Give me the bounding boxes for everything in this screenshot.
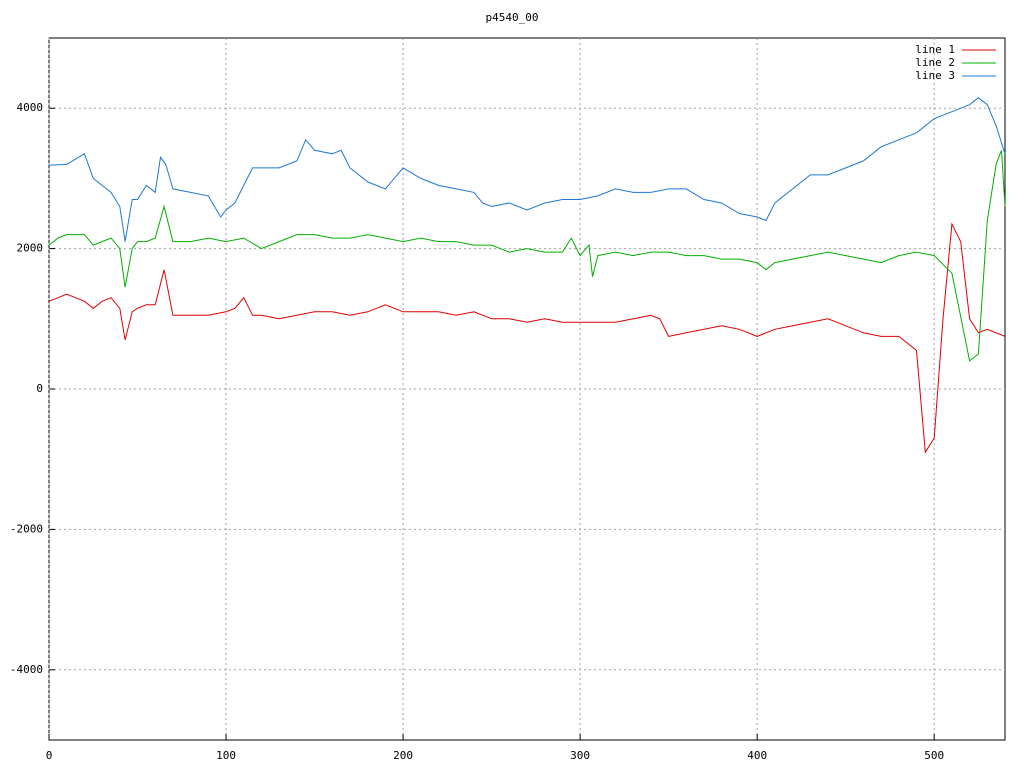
x-tick-label: 500 bbox=[924, 749, 944, 762]
y-tick-label: 2000 bbox=[17, 242, 44, 255]
x-tick-label: 0 bbox=[46, 749, 53, 762]
y-tick-label: -2000 bbox=[10, 522, 43, 535]
y-tick-label: 4000 bbox=[17, 101, 44, 114]
y-tick-label: 0 bbox=[36, 382, 43, 395]
series-line bbox=[48, 222, 1006, 454]
y-tick-label: -4000 bbox=[10, 663, 43, 676]
x-tick-label: 100 bbox=[216, 749, 236, 762]
series-line bbox=[48, 97, 1006, 242]
x-tick-label: 400 bbox=[747, 749, 767, 762]
series-line bbox=[48, 150, 1006, 362]
x-tick-label: 300 bbox=[570, 749, 590, 762]
legend-label: line 3 bbox=[915, 69, 955, 82]
legend-label: line 1 bbox=[915, 43, 955, 56]
legend-label: line 2 bbox=[915, 56, 955, 69]
chart-title: p4540_00 bbox=[486, 11, 539, 24]
x-tick-label: 200 bbox=[393, 749, 413, 762]
plot-frame bbox=[48, 37, 1006, 741]
